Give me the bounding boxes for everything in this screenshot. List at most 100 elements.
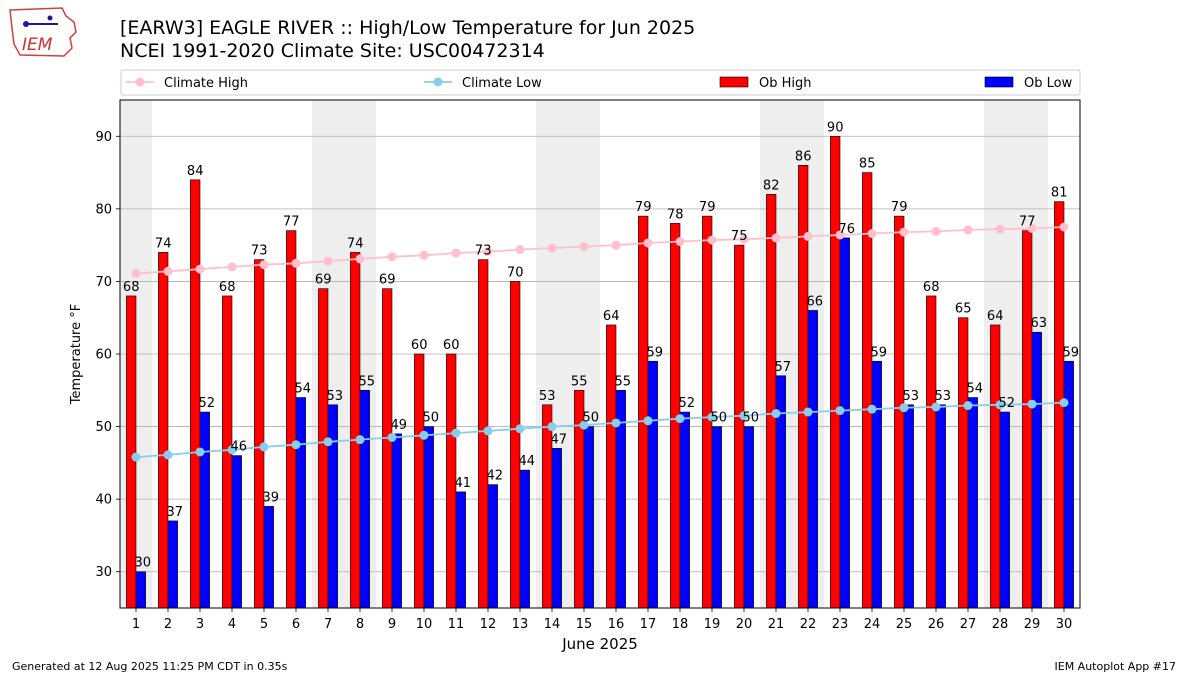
ob-high-label: 82 <box>763 178 780 193</box>
climate-low-point <box>803 407 813 417</box>
ob-low-label: 54 <box>295 382 312 397</box>
legend-ob-high-swatch <box>719 76 749 88</box>
ob-low-label: 57 <box>775 360 792 375</box>
x-tick-label: 30 <box>1056 617 1073 632</box>
ob-high-bar <box>382 288 393 609</box>
climate-low-point <box>675 414 685 424</box>
ob-low-label: 55 <box>359 374 376 389</box>
ob-high-bar <box>766 194 777 609</box>
climate-high-point <box>707 235 717 245</box>
legend-climate-low-marker <box>433 77 443 87</box>
ob-high-label: 60 <box>411 338 428 353</box>
ob-high-label: 64 <box>603 309 620 324</box>
climate-low-line <box>135 401 1065 458</box>
ob-low-bar <box>1063 360 1074 609</box>
ob-high-label: 74 <box>347 236 364 251</box>
climate-high-point <box>675 237 685 247</box>
climate-high-point <box>867 229 877 239</box>
climate-low-point <box>547 422 557 432</box>
ob-low-bar <box>935 404 946 609</box>
climate-high-point <box>995 224 1005 234</box>
ob-high-bar <box>638 215 649 609</box>
ob-low-label: 59 <box>1063 345 1080 360</box>
ob-high-label: 90 <box>827 120 844 135</box>
x-tick-label: 11 <box>448 617 465 632</box>
climate-low-point <box>323 437 333 447</box>
ob-high-label: 69 <box>315 273 332 288</box>
ob-high-bar <box>350 252 361 609</box>
ob-low-bar <box>967 397 978 609</box>
x-tick-label: 29 <box>1024 617 1041 632</box>
climate-low-point <box>419 430 429 440</box>
climate-low-point <box>771 409 781 419</box>
ob-low-label: 50 <box>423 411 440 426</box>
climate-high-point <box>355 254 365 264</box>
ob-high-bar <box>958 317 969 609</box>
app-footer: IEM Autoplot App #17 <box>1054 660 1177 673</box>
climate-low-point <box>451 428 461 438</box>
legend: Climate High Climate Low Ob High Ob Low <box>120 69 1081 96</box>
ob-high-bar <box>606 324 617 609</box>
ob-high-label: 81 <box>1051 186 1068 201</box>
climate-low-point <box>387 432 397 442</box>
climate-low-point <box>355 435 365 445</box>
climate-high-point <box>483 247 493 257</box>
x-tick-label: 23 <box>832 617 849 632</box>
ob-high-label: 64 <box>987 309 1004 324</box>
ob-low-label: 76 <box>839 222 856 237</box>
climate-high-point <box>387 252 397 262</box>
y-tick-label: 80 <box>95 202 112 217</box>
ob-high-label: 75 <box>731 229 748 244</box>
y-tick-label: 50 <box>95 420 112 435</box>
climate-low-point <box>963 401 973 411</box>
climate-high-line <box>135 226 1065 275</box>
climate-high-point <box>611 240 621 250</box>
ob-low-label: 53 <box>903 389 920 404</box>
ob-high-label: 77 <box>283 215 300 230</box>
x-axis-label: June 2025 <box>561 635 638 653</box>
iem-logo: IEM <box>9 7 77 57</box>
climate-high-point <box>419 250 429 260</box>
x-tick-label: 10 <box>416 617 433 632</box>
chart-subtitle: NCEI 1991-2020 Climate Site: USC00472314 <box>120 40 545 62</box>
climate-high-point <box>931 226 941 236</box>
ob-low-bar <box>743 426 754 609</box>
x-tick-label: 27 <box>960 617 977 632</box>
ob-low-label: 63 <box>1031 316 1048 331</box>
climate-high-point <box>803 231 813 241</box>
ob-low-label: 30 <box>135 556 152 571</box>
ob-low-bar <box>295 397 306 609</box>
ob-low-bar <box>135 571 146 609</box>
climate-low-point <box>899 403 909 413</box>
ob-low-bar <box>903 404 914 609</box>
ob-low-bar <box>231 455 242 609</box>
climate-high-point <box>515 244 525 254</box>
ob-low-label: 55 <box>615 374 632 389</box>
ob-low-label: 41 <box>455 476 472 491</box>
climate-low-point <box>707 412 717 422</box>
x-tick-label: 18 <box>672 617 689 632</box>
climate-high-point <box>547 243 557 253</box>
climate-low-point <box>739 411 749 421</box>
ob-high-label: 79 <box>635 200 652 215</box>
climate-high-point <box>1059 222 1069 232</box>
x-tick-label: 5 <box>260 617 268 632</box>
climate-low-point <box>995 400 1005 410</box>
ob-high-label: 68 <box>219 280 236 295</box>
ob-low-bar <box>583 426 594 609</box>
ob-low-label: 50 <box>711 411 728 426</box>
climate-low-point <box>579 420 589 430</box>
ob-low-label: 54 <box>967 382 984 397</box>
ob-high-label: 78 <box>667 207 684 222</box>
ob-low-label: 47 <box>551 432 568 447</box>
ob-low-bar <box>455 491 466 609</box>
climate-high-point <box>451 248 461 258</box>
ob-low-label: 52 <box>199 396 216 411</box>
ob-low-bar <box>999 411 1010 609</box>
ob-low-bar <box>807 310 818 609</box>
legend-ob-high-label: Ob High <box>759 76 812 91</box>
ob-low-label: 39 <box>263 490 280 505</box>
legend-climate-low-label: Climate Low <box>462 76 542 91</box>
x-tick-label: 8 <box>356 617 364 632</box>
ob-low-bar <box>1031 331 1042 609</box>
